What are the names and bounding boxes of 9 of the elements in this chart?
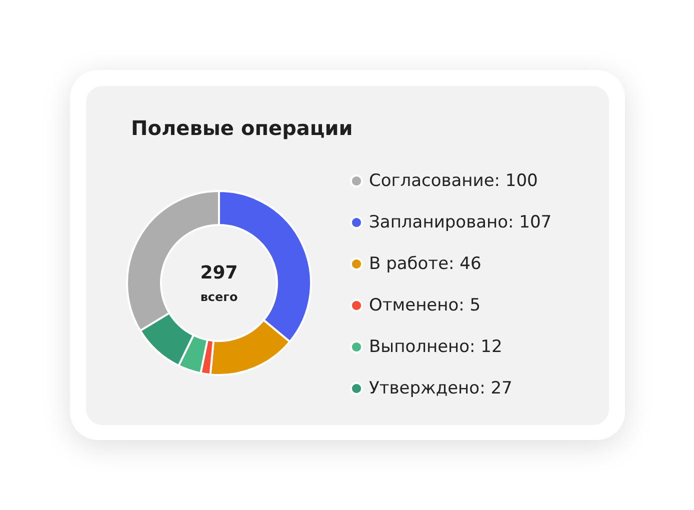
text: 297 [200, 262, 238, 284]
text: всего [200, 290, 238, 304]
chart-title: Полевые операции [131, 116, 353, 140]
legend-label: Запланировано: 107 [369, 212, 552, 232]
legend-label: Выполнено: 12 [369, 337, 502, 357]
legend-label: Согласование: 100 [369, 171, 538, 191]
legend-label: Утверждено: 27 [369, 378, 512, 398]
legend-label: В работе: 46 [369, 254, 482, 274]
legend-label: Отменено: 5 [369, 296, 481, 316]
